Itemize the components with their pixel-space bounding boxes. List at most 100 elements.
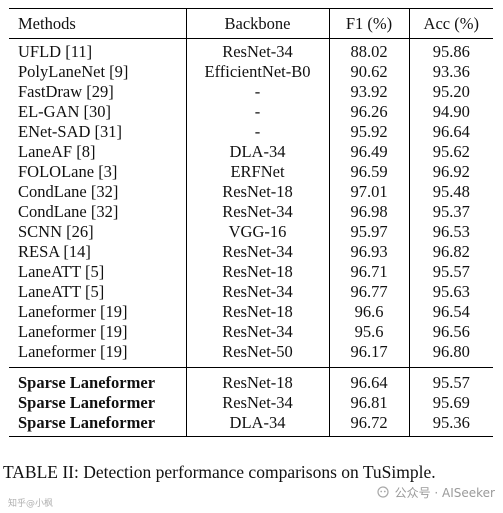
cell-method: LaneAF [8] [18,142,96,161]
cell-f1: 96.77 [328,282,409,302]
table-row: Laneformer [19] ResNet-50 96.17 96.80 [9,342,493,368]
cell-method: Laneformer [19] [18,302,128,321]
cell-backbone: - [185,122,329,142]
cell-acc: 95.57 [408,262,493,282]
cell-method: Sparse Laneformer [18,393,156,412]
cell-backbone: ResNet-34 [185,38,329,62]
cell-backbone: VGG-16 [185,222,329,242]
table-row: UFLD [11] ResNet-34 88.02 95.86 [9,38,493,62]
cell-acc: 95.62 [408,142,493,162]
cell-f1: 96.59 [328,162,409,182]
table-row: LaneATT [5] ResNet-18 96.71 95.57 [9,262,493,282]
cell-method: Sparse Laneformer [9,413,186,437]
cell-acc: 96.80 [408,342,493,368]
cell-backbone: ResNet-34 [185,202,329,222]
cell-f1: 90.62 [328,62,409,82]
cell-f1: 97.01 [328,182,409,202]
cell-acc: 96.54 [408,302,493,322]
cell-f1: 96.98 [328,202,409,222]
table-row: SCNN [26] VGG-16 95.97 96.53 [9,222,493,242]
cell-f1: 95.97 [328,222,409,242]
cell-acc: 93.36 [408,62,493,82]
cell-acc: 95.20 [408,82,493,102]
table-caption: TABLE II: Detection performance comparis… [3,462,436,482]
table-row: EL-GAN [30] -96.26 94.90 [9,102,493,122]
cell-acc: 96.56 [408,322,493,342]
cell-acc: 95.37 [408,202,493,222]
cell-method: ENet-SAD [31] [18,122,123,141]
cell-backbone: DLA-34 [185,142,329,162]
cell-backbone: ResNet-34 [185,242,329,262]
header-methods: Methods [9,8,186,39]
cell-method: UFLD [11] [18,42,93,61]
cell-f1: 96.71 [328,262,409,282]
cell-acc: 96.92 [408,162,493,182]
cell-backbone: ResNet-18 [185,182,329,202]
table-row: Sparse Laneformer DLA-34 96.72 95.36 [9,413,493,437]
cell-f1: 96.64 [328,367,409,393]
wechat-icon [376,485,389,498]
cell-method: FastDraw [29] [18,82,114,101]
table-row: LaneAF [8] DLA-34 96.49 95.62 [9,142,493,162]
watermark-left: 知乎@小枫 [8,499,54,509]
cell-acc: 95.57 [408,367,493,393]
table-row: Laneformer [19] ResNet-34 95.6 96.56 [9,322,493,342]
cell-method: SCNN [26] [18,222,94,241]
cell-backbone: ResNet-18 [185,262,329,282]
cell-method: CondLane [32] [18,202,119,221]
cell-acc: 95.48 [408,182,493,202]
cell-backbone: ResNet-18 [185,367,329,393]
table-header: Methods Backbone F1 (%) Acc (%) [9,8,493,39]
baseline-rows: UFLD [11] ResNet-34 88.02 95.86 PolyLaneNet … [9,38,493,368]
cell-acc: 95.36 [408,413,493,437]
table-row: FastDraw [29] -93.92 95.20 [9,82,493,102]
cell-method: CondLane [32] [18,182,119,201]
header-f1: F1 (%) [328,8,409,39]
cell-f1: 95.92 [328,122,409,142]
table-row: ENet-SAD [31] -95.92 96.64 [9,122,493,142]
cell-backbone: - [185,102,329,122]
cell-f1: 96.6 [328,302,409,322]
cell-f1: 96.26 [328,102,409,122]
proposed-rows: Sparse Laneformer ResNet-18 96.64 95.57 Spar… [9,367,493,437]
cell-backbone: DLA-34 [185,413,329,437]
table-row: CondLane [32] ResNet-18 97.01 95.48 [9,182,493,202]
cell-backbone: EfficientNet-B0 [185,62,329,82]
cell-acc: 95.63 [408,282,493,302]
header-acc: Acc (%) [408,8,493,39]
watermark-text: 公众号 · AISeeker [394,486,495,500]
header-backbone: Backbone [185,8,329,39]
cell-backbone: ResNet-34 [185,282,329,302]
cell-method: Laneformer [19] [18,322,128,341]
table-row: RESA [14] ResNet-34 96.93 96.82 [9,242,493,262]
cell-f1: 96.49 [328,142,409,162]
cell-acc: 96.82 [408,242,493,262]
results-table-container: Methods Backbone F1 (%) Acc (%) UFLD [11… [9,8,493,437]
cell-f1: 95.6 [328,322,409,342]
cell-method: PolyLaneNet [9] [18,62,129,81]
cell-method: RESA [14] [18,242,91,261]
cell-acc: 95.86 [408,38,493,62]
table-row: Sparse Laneformer ResNet-18 96.64 95.57 [9,367,493,393]
table-row: Sparse Laneformer ResNet-34 96.81 95.69 [9,393,493,413]
cell-backbone: ResNet-34 [185,322,329,342]
cell-acc: 96.53 [408,222,493,242]
header-row: Methods Backbone F1 (%) Acc (%) [9,8,493,39]
cell-method: Laneformer [19] [18,342,128,361]
cell-backbone: ResNet-18 [185,302,329,322]
cell-method: LaneATT [5] [18,282,105,301]
cell-method: FOLOLane [3] [18,162,118,181]
cell-f1: 93.92 [328,82,409,102]
cell-method: EL-GAN [30] [18,102,112,121]
cell-backbone: ERFNet [185,162,329,182]
cell-backbone: ResNet-50 [185,342,329,368]
watermark: 公众号 · AISeeker [376,484,495,501]
table-row: Laneformer [19] ResNet-18 96.6 96.54 [9,302,493,322]
cell-f1: 96.72 [328,413,409,437]
table-row: FOLOLane [3] ERFNet 96.59 96.92 [9,162,493,182]
table-row: LaneATT [5] ResNet-34 96.77 95.63 [9,282,493,302]
cell-method: LaneATT [5] [18,262,105,281]
cell-f1: 96.81 [328,393,409,413]
cell-acc: 95.69 [408,393,493,413]
cell-acc: 94.90 [408,102,493,122]
